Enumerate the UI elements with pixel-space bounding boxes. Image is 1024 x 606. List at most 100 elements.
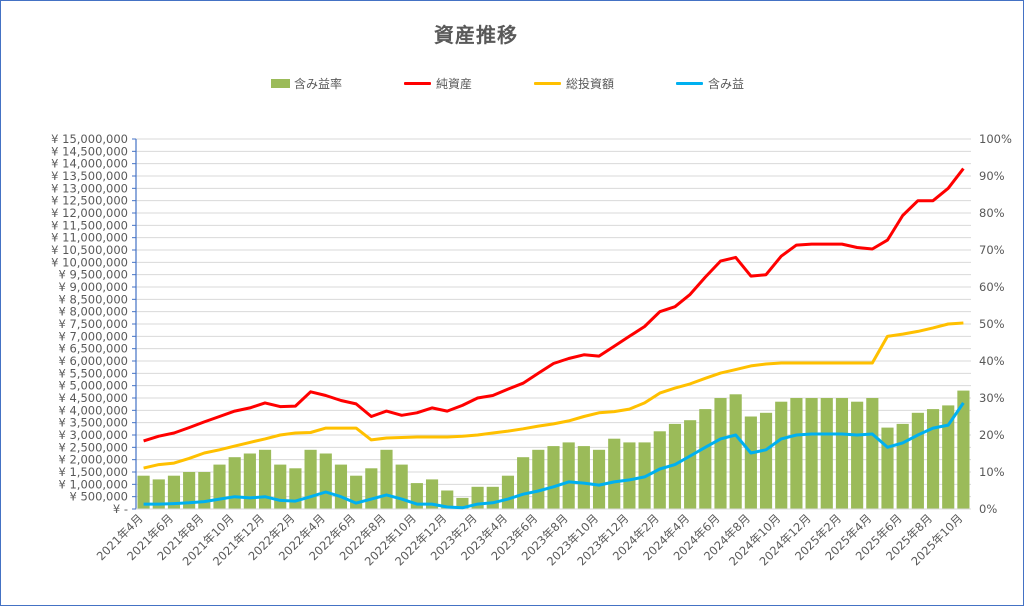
legend-label: 含み益: [708, 77, 745, 91]
legend-item-net-assets: 純資産: [404, 75, 472, 92]
chart-title: 資産推移: [434, 23, 518, 47]
y-left-tick-label: ¥ 4,000,000: [59, 403, 129, 417]
bar-gain-rate: [623, 442, 636, 509]
y-left-tick-label: ¥ 2,000,000: [59, 453, 129, 467]
bar-gain-rate: [896, 423, 909, 509]
bar-gain-rate: [775, 401, 788, 509]
legend: 含み益率 純資産 総投資額 含み益: [271, 75, 806, 92]
bar-gain-rate: [441, 490, 454, 509]
y-right-tick-label: 80%: [979, 206, 1005, 220]
bar-gain-rate: [820, 398, 833, 509]
bar-gain-rate: [183, 472, 196, 509]
bar-gain-rate: [198, 472, 211, 509]
bar-gain-rate: [684, 420, 697, 509]
bar-gain-rate: [668, 423, 682, 509]
bar-gain-rate: [365, 468, 378, 509]
y-left-tick-label: ¥ 3,500,000: [59, 416, 129, 430]
legend-label: 総投資額: [566, 77, 615, 91]
bar-gain-rate: [744, 416, 757, 509]
y-right-tick-label: 70%: [979, 243, 1005, 257]
y-left-tick-label: ¥ 1,500,000: [59, 465, 129, 479]
bar-gain-rate: [395, 464, 408, 509]
legend-swatch: [271, 79, 290, 88]
y-left-tick-label: ¥ 2,500,000: [59, 440, 129, 454]
y-right-tick-label: 0%: [979, 502, 997, 516]
y-left-tick-label: ¥ 11,500,000: [51, 218, 128, 232]
bar-gain-rate: [501, 475, 515, 509]
y-left-tick-label: ¥ 9,500,000: [59, 268, 129, 282]
bar-gain-rate: [334, 464, 348, 509]
bar-gain-rate: [699, 409, 712, 509]
y-right-tick-label: 10%: [979, 465, 1005, 479]
y-left-tick-label: ¥ 13,000,000: [51, 181, 128, 195]
bar-gain-rate: [851, 401, 864, 509]
y-right-tick-label: 50%: [979, 317, 1005, 331]
bar-gain-rate: [243, 453, 256, 509]
y-left-tick-label: ¥ 7,000,000: [59, 329, 129, 343]
bar-gain-rate: [866, 398, 879, 509]
bar-gain-rate: [380, 449, 393, 509]
legend-label: 純資産: [436, 77, 473, 91]
bar-gain-rate: [805, 398, 818, 509]
bar-gain-rate: [729, 394, 742, 509]
y-left-tick-label: ¥ 8,500,000: [59, 292, 129, 306]
y-right-tick-label: 90%: [979, 169, 1005, 183]
y-right-tick-label: 30%: [979, 391, 1005, 405]
bar-gain-rate: [577, 446, 590, 509]
bar-gain-rate: [532, 449, 545, 509]
legend-item-unrealized-gain: 含み益: [676, 75, 744, 92]
bar-gain-rate: [517, 457, 530, 509]
legend-swatch: [404, 82, 432, 85]
y-left-tick-label: ¥ 14,500,000: [51, 144, 128, 158]
bar-gain-rate: [304, 449, 317, 509]
bar-gain-rate: [152, 479, 165, 509]
bar-gain-rate: [881, 427, 894, 509]
y-left-tick-label: ¥ 10,000,000: [51, 255, 128, 269]
y-left-tick-label: ¥ 13,500,000: [51, 169, 128, 183]
y-right-tick-label: 100%: [979, 132, 1012, 146]
bar-gain-rate: [714, 398, 727, 509]
bar-gain-rate: [547, 446, 560, 509]
bar-gain-rate: [957, 390, 970, 509]
y-left-tick-label: ¥ 9,000,000: [59, 280, 129, 294]
bar-gain-rate: [319, 453, 332, 509]
bar-gain-rate: [562, 442, 575, 509]
bar-gain-rate: [911, 412, 924, 509]
y-left-tick-label: ¥ 1,000,000: [59, 477, 129, 491]
y-left-tick-label: ¥ 6,500,000: [59, 342, 129, 356]
y-left-tick-label: ¥ 15,000,000: [51, 132, 128, 146]
y-left-tick-label: ¥ 11,000,000: [51, 231, 128, 245]
y-left-tick-label: ¥ 12,500,000: [51, 194, 128, 208]
y-left-tick-label: ¥ 14,000,000: [51, 157, 128, 171]
bar-gain-rate: [790, 398, 803, 509]
bar-gain-rate: [274, 464, 287, 509]
y-left-tick-label: ¥ 7,500,000: [59, 317, 129, 331]
bar-gain-rate: [167, 475, 181, 509]
y-left-tick-label: ¥ 10,500,000: [51, 243, 128, 257]
y-left-tick-label: ¥ 500,000: [69, 490, 128, 504]
bar-gain-rate: [289, 468, 302, 509]
legend-swatch: [676, 82, 704, 85]
legend-item-gain-rate: 含み益率: [271, 75, 342, 92]
bar-gain-rate: [759, 412, 773, 509]
y-left-tick-label: ¥ 5,000,000: [59, 379, 129, 393]
y-right-tick-label: 60%: [979, 280, 1005, 294]
bar-gain-rate: [456, 497, 469, 509]
legend-swatch: [534, 82, 562, 85]
y-right-tick-label: 40%: [979, 354, 1005, 368]
bar-gain-rate: [486, 486, 499, 509]
y-left-tick-label: ¥ 3,000,000: [59, 428, 129, 442]
bar-gain-rate: [926, 409, 940, 509]
bar-gain-rate: [213, 464, 226, 509]
y-right-tick-label: 20%: [979, 428, 1005, 442]
y-left-tick-label: ¥ -: [113, 502, 128, 516]
bar-gain-rate: [228, 457, 241, 509]
legend-item-total-invested: 総投資額: [534, 75, 614, 92]
y-left-tick-label: ¥ 6,000,000: [59, 354, 129, 368]
bar-gain-rate: [608, 438, 621, 509]
y-left-tick-label: ¥ 4,500,000: [59, 391, 129, 405]
y-left-tick-label: ¥ 8,000,000: [59, 305, 129, 319]
bar-gain-rate: [942, 405, 955, 509]
